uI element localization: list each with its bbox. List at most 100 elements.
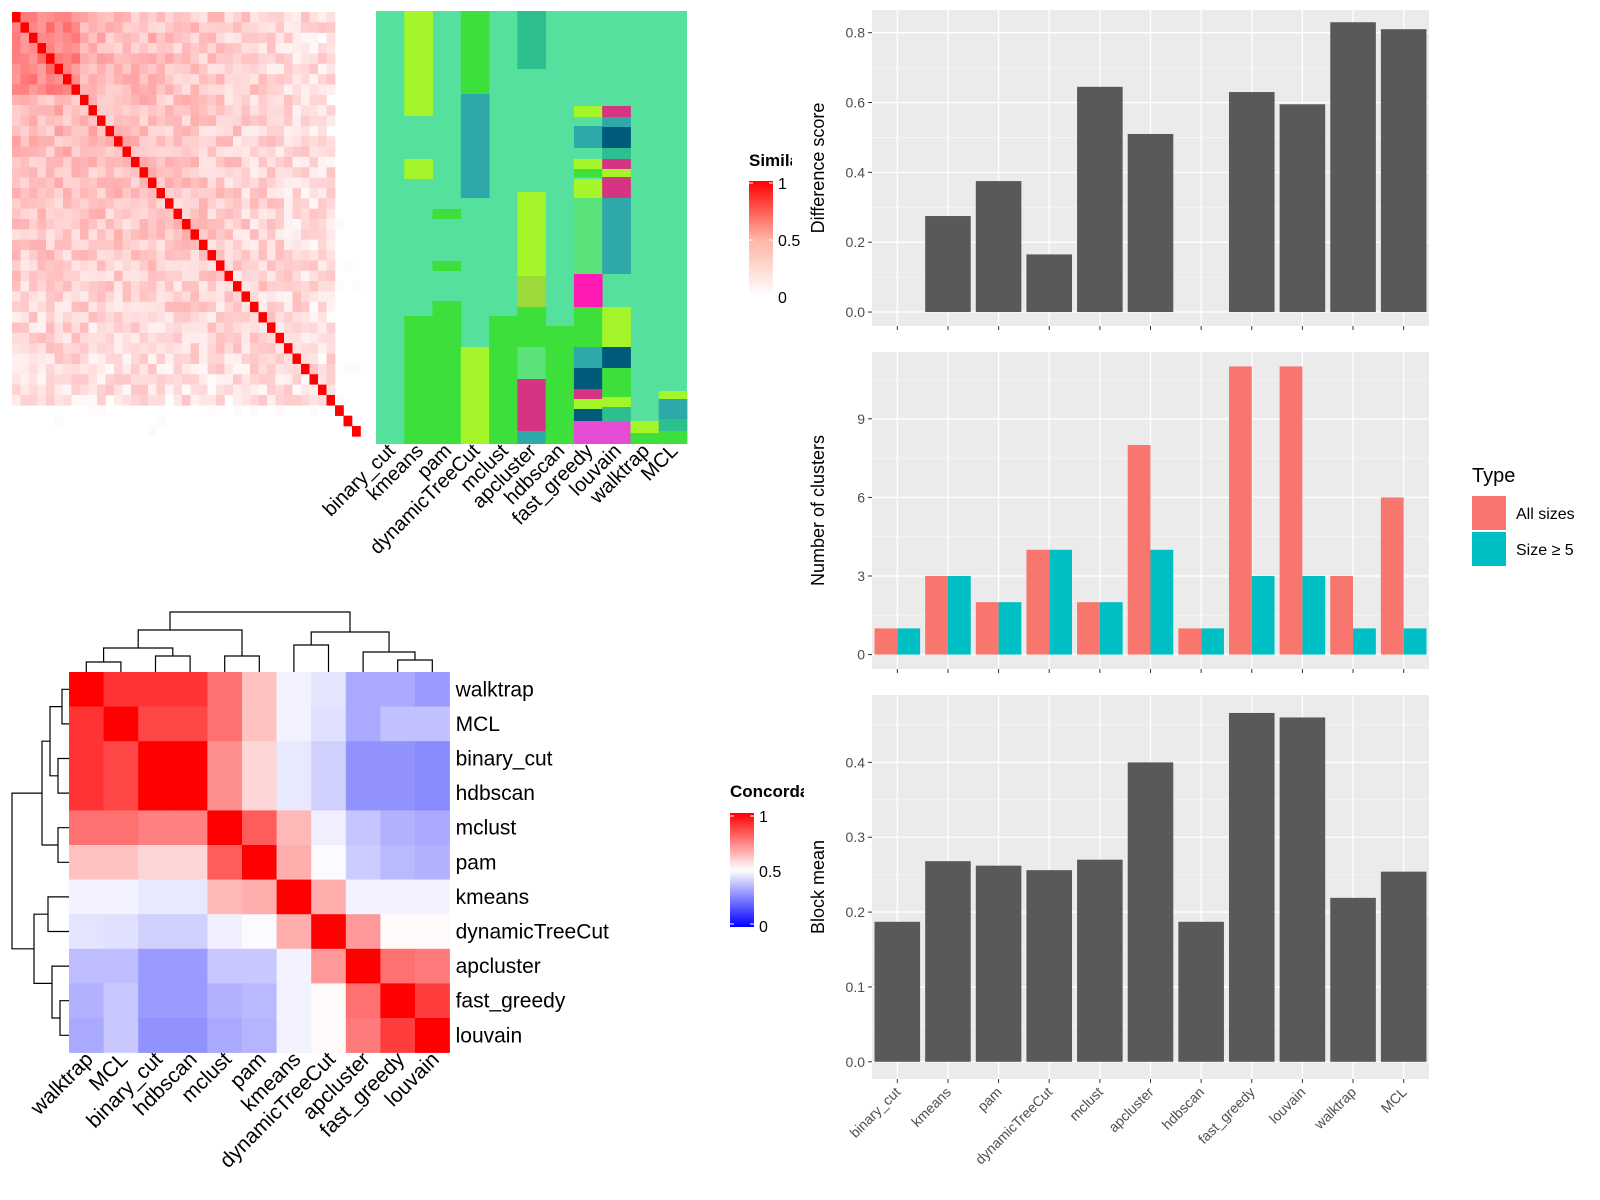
similarity-cell [301, 208, 310, 220]
similarity-cell [182, 332, 191, 344]
concordance-cell [415, 845, 450, 880]
assignment-cell [545, 326, 575, 444]
similarity-cell [114, 53, 123, 65]
similarity-cell [114, 136, 123, 147]
similarity-cell [182, 270, 191, 282]
similarity-cell [318, 332, 327, 344]
similarity-cell [46, 281, 55, 292]
similarity-cell [12, 167, 21, 178]
concordance-cell [207, 775, 243, 811]
similarity-cell [216, 374, 225, 385]
similarity-cell [88, 291, 98, 303]
similarity-cell [88, 394, 98, 406]
similarity-cell [309, 177, 319, 189]
similarity-cell [37, 374, 47, 385]
similarity-cell [190, 32, 200, 44]
similarity-cell [105, 198, 115, 209]
similarity-cell [131, 208, 140, 220]
similarity-cell [88, 43, 98, 54]
column-dendrogram-branch [154, 655, 191, 672]
concordance-cell [345, 672, 381, 707]
similarity-cell [80, 363, 89, 375]
similarity-cell [122, 146, 132, 158]
similarity-cell [114, 281, 123, 292]
similarity-cell [309, 32, 319, 44]
concordance-heatmap: walktrapMCLbinary_cuthdbscanmclustpamkme… [11, 611, 609, 1173]
similarity-cell [80, 198, 89, 209]
similarity-cell [250, 312, 259, 323]
similarity-cell [131, 219, 140, 230]
similarity-cell [207, 219, 217, 230]
similarity-cell [292, 322, 302, 334]
similarity-cell [97, 63, 106, 75]
similarity-cell [173, 156, 183, 168]
similarity-cell [258, 239, 268, 251]
similarity-cell [139, 146, 149, 158]
similarity-cell [309, 239, 319, 251]
similarity-cell [309, 353, 319, 365]
similarity-cell [88, 332, 98, 344]
similarity-cell [97, 187, 106, 199]
similarity-cell [97, 146, 106, 158]
similarity-cell [88, 53, 98, 65]
similarity-cell [12, 374, 21, 385]
concordance-cell [69, 845, 104, 880]
similarity-cell [190, 43, 200, 54]
similarity-cell [318, 53, 327, 65]
similarity-cell [114, 167, 123, 178]
similarity-cell [199, 229, 208, 240]
assignment-cell [404, 316, 433, 444]
similarity-cell [182, 291, 191, 303]
similarity-cell [199, 22, 208, 33]
similarity-cell [156, 353, 166, 365]
similarity-cell [29, 384, 38, 396]
similarity-cell [37, 94, 47, 106]
similarity-cell [284, 291, 293, 303]
similarity-cell [284, 353, 293, 365]
similarity-cell [37, 332, 47, 344]
concordance-cell [345, 914, 381, 950]
similarity-cell [224, 198, 234, 209]
similarity-cell [46, 115, 55, 127]
similarity-cell [12, 281, 21, 292]
similarity-cell [267, 22, 276, 33]
similarity-cell [199, 167, 208, 178]
similarity-cell [122, 260, 132, 272]
similarity-cell [46, 167, 55, 178]
similarity-cell [63, 63, 72, 75]
similarity-cell [301, 301, 310, 313]
similarity-cell [258, 343, 268, 354]
similarity-cell [199, 384, 208, 396]
similarity-cell [46, 156, 55, 168]
similarity-cell [301, 94, 310, 106]
similarity-cell [114, 270, 123, 282]
similarity-cell [20, 343, 30, 354]
assignment-cell [602, 407, 631, 421]
similarity-cell [131, 146, 140, 158]
similarity-cell [12, 187, 21, 199]
legend-key-all-sizes [1472, 496, 1506, 530]
similarity-cell [156, 198, 166, 209]
similarity-cell [275, 136, 285, 147]
similarity-cell [207, 22, 217, 33]
similarity-cell [63, 363, 72, 375]
similarity-cell [224, 281, 234, 292]
similarity-cell [224, 12, 234, 23]
similarity-cell [224, 177, 234, 189]
similarity-cell [199, 43, 208, 54]
similarity-cell [71, 270, 81, 282]
similarity-cell [326, 63, 336, 75]
assignment-cell [602, 106, 631, 117]
similarity-cell [122, 125, 132, 137]
similarity-cell [224, 136, 234, 147]
similarity-cell [12, 63, 21, 75]
similarity-cell [207, 291, 217, 303]
similarity-cell [318, 43, 327, 54]
similarity-cell [71, 291, 81, 303]
similarity-cell [20, 84, 30, 96]
similarity-cell [250, 219, 259, 230]
similarity-cell [122, 187, 132, 199]
similarity-cell [122, 229, 132, 240]
similarity-cell [80, 291, 89, 303]
similarity-cell [182, 343, 191, 354]
